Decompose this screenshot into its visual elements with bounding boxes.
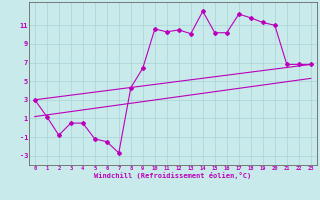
X-axis label: Windchill (Refroidissement éolien,°C): Windchill (Refroidissement éolien,°C): [94, 172, 252, 179]
